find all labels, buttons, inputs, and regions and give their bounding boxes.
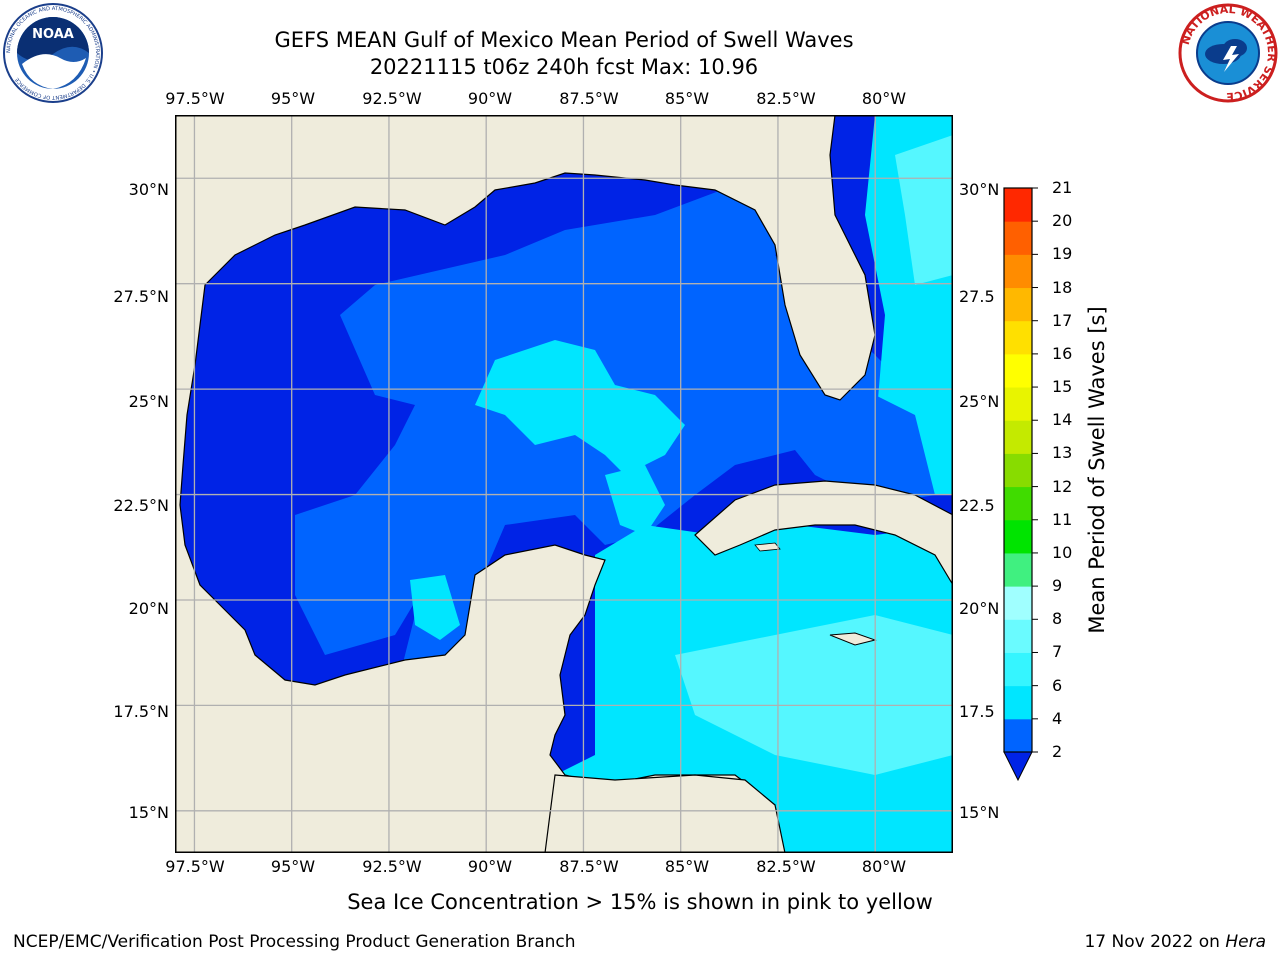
chart-title: GEFS MEAN Gulf of Mexico Mean Period of … [274,28,854,52]
lat-label-right: 27.5 [959,287,995,306]
swell-region-cyan-campeche [410,575,460,640]
lon-label-top: 95°W [270,89,316,108]
lon-label-top: 92.5°W [362,89,422,108]
colorbar-segments [1004,188,1032,753]
colorbar-segment [1004,718,1032,753]
colorbar-tick-label: 7 [1052,642,1063,662]
footer-date-text: 17 Nov 2022 on [1084,932,1226,952]
colorbar-segment [1004,287,1032,322]
colorbar-frame [1003,187,1033,753]
colorbar-tick-label: 15 [1052,377,1073,397]
lat-label-left: 17.5°N [113,702,169,721]
colorbar-tick-label: 11 [1052,509,1073,529]
land-central-america [544,774,786,853]
colorbar-tick-label: 21 [1052,178,1073,197]
lon-label-top: 87.5°W [559,89,619,108]
swell-region-cyan-central [475,340,685,475]
lat-label-right: 30°N [959,180,1000,199]
lon-label-bottom: 95°W [270,857,316,876]
colorbar-tick-label: 16 [1052,343,1073,363]
lat-label-left: 20°N [128,599,169,618]
lon-label-bottom: 92.5°W [362,857,422,876]
lon-label-top: 80°W [861,89,907,108]
colorbar-segment [1004,552,1032,587]
lat-label-left: 27.5°N [113,287,169,306]
colorbar-tick-label: 8 [1052,609,1063,629]
swell-region-cyan-yucatan-channel [605,465,665,535]
footer-date: 17 Nov 2022 on Hera [1084,932,1266,952]
lon-label-bottom: 87.5°W [559,857,619,876]
colorbar-tick-label: 4 [1052,708,1063,728]
swell-region-light-cyan-atlantic [895,135,953,285]
colorbar-segment [1004,420,1032,454]
lon-label-bottom: 80°W [861,857,907,876]
gridlines [175,115,953,853]
sea-ice-note: Sea Ice Concentration > 15% is shown in … [0,890,1280,914]
colorbar [1003,187,1038,782]
lat-label-right: 25°N [959,392,1000,411]
lon-label-bottom: 97.5°W [165,857,225,876]
colorbar-tick-label: 10 [1052,542,1073,562]
colorbar-segment [1004,519,1032,554]
swell-region-blue-straits [775,395,935,505]
lat-label-right: 20°N [959,599,1000,618]
lat-label-right: 15°N [959,803,1000,822]
colorbar-tick-label: 9 [1052,576,1063,596]
lon-label-top: 82.5°W [756,89,816,108]
colorbar-segment [1004,221,1032,255]
colorbar-tick-label: 6 [1052,675,1063,695]
colorbar-tick-label: 13 [1052,443,1073,463]
colorbar-tick-label: 19 [1052,244,1073,264]
colorbar-segment [1004,586,1032,620]
colorbar-ticks [1032,187,1038,753]
colorbar-segment [1004,353,1032,388]
lon-label-top: 90°W [467,89,513,108]
colorbar-segment [1004,652,1032,687]
colorbar-segment [1004,486,1032,521]
noaa-logo-text: NOAA [32,27,74,42]
lat-label-left: 15°N [128,803,169,822]
colorbar-tick-label: 17 [1052,310,1073,330]
lat-label-left: 25°N [128,392,169,411]
colorbar-segment [1004,320,1032,355]
land-cuba [694,480,953,587]
colorbar-labels: 2 4 6 7 8 9 10 11 12 13 14 15 16 17 18 19 20 21 [1052,0,1112,960]
colorbar-segment [1004,188,1032,222]
colorbar-segment [1004,685,1032,720]
lat-label-right: 22.5 [959,496,995,515]
nws-logo: NATIONAL WEATHER SERVICE [1178,3,1278,103]
noaa-logo: NOAA NATIONAL OCEANIC AND ATMOSPHERIC AD… [3,3,103,103]
swell-region-light-cyan-caribbean [675,615,953,775]
footer-branch: NCEP/EMC/Verification Post Processing Pr… [13,932,576,952]
colorbar-segment [1004,453,1032,488]
colorbar-tick-label: 2 [1052,742,1063,761]
map-frame [175,115,953,853]
colorbar-segment [1004,387,1032,421]
colorbar-label: Mean Period of Swell Waves [s] [1085,306,1109,634]
colorbar-tick-label: 20 [1052,211,1073,231]
lat-label-left: 30°N [128,180,169,199]
sea-ice-note-text: Sea Ice Concentration > 15% is shown in … [347,890,933,914]
lat-label-right: 17.5 [959,702,995,721]
colorbar-tick-label: 18 [1052,277,1073,297]
chart-subtitle: 20221115 t06z 240h fcst Max: 10.96 [369,55,759,79]
lon-label-top: 97.5°W [165,89,225,108]
colorbar-segment [1004,254,1032,289]
lon-label-bottom: 82.5°W [756,857,816,876]
lon-label-top: 85°W [664,89,710,108]
colorbar-tick-label: 14 [1052,410,1073,430]
colorbar-segment [1004,619,1032,653]
colorbar-extend-min [1003,751,1033,782]
land-cayman [754,542,781,552]
lon-label-bottom: 90°W [467,857,513,876]
colorbar-tick-label: 12 [1052,476,1073,496]
lon-label-bottom: 85°W [664,857,710,876]
lat-label-left: 22.5°N [113,496,169,515]
map-panel [175,115,953,853]
footer-machine: Hera [1225,932,1266,952]
